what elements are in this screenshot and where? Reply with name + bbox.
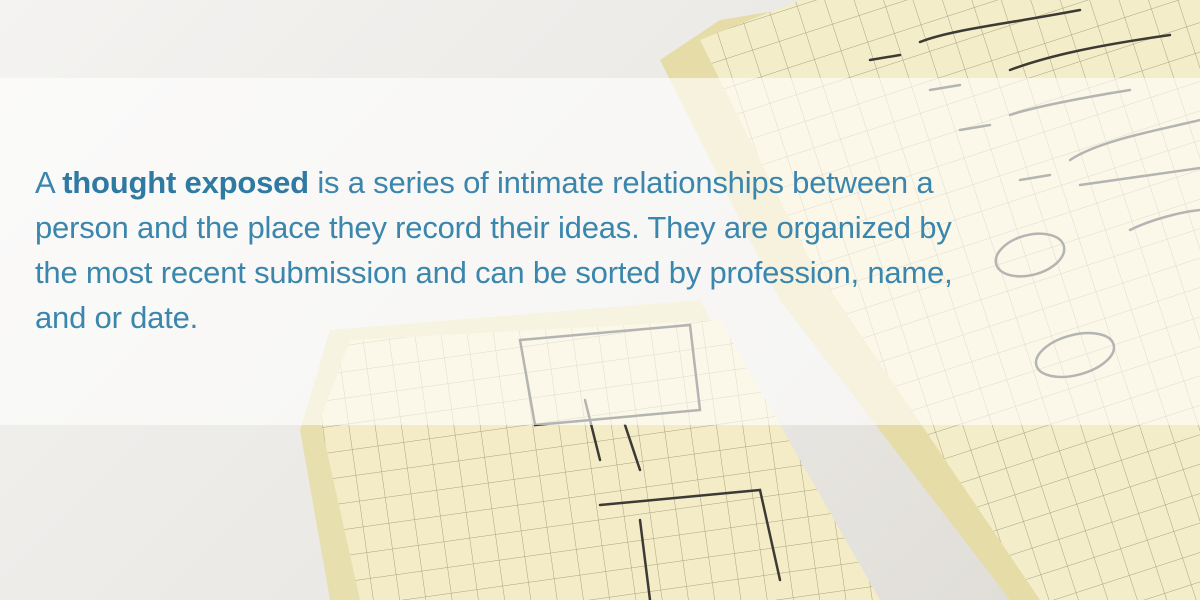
intro-rest: is a series of intimate relationships be… [35, 165, 953, 335]
intro-text: A thought exposed is a series of intimat… [35, 160, 995, 340]
intro-emphasis: thought exposed [62, 165, 309, 200]
text-band [0, 78, 1200, 425]
intro-prefix: A [35, 165, 63, 200]
